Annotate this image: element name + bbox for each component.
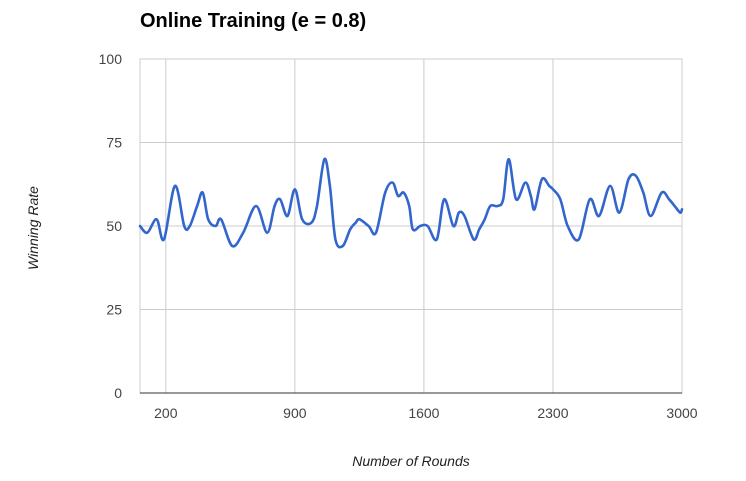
series-layer: [138, 157, 684, 249]
x-axis-label: Number of Rounds: [352, 453, 470, 469]
x-tick-label: 1600: [408, 405, 439, 421]
x-axis-ticks: 200 900 1600 2300 3000: [154, 405, 698, 421]
chart-title: Online Training (e = 0.8): [140, 10, 366, 32]
y-axis-ticks: 0 25 50 75 100: [99, 51, 123, 401]
y-tick-label: 0: [114, 385, 122, 401]
series-line: [138, 157, 684, 249]
y-tick-label: 50: [106, 218, 122, 234]
x-tick-label: 900: [283, 405, 307, 421]
y-axis-label: Winning Rate: [25, 186, 41, 270]
x-tick-label: 3000: [666, 405, 697, 421]
x-tick-label: 2300: [537, 405, 568, 421]
x-tick-label: 200: [154, 405, 178, 421]
y-tick-label: 75: [106, 135, 122, 151]
y-tick-label: 100: [99, 51, 123, 67]
y-tick-label: 25: [106, 302, 122, 318]
